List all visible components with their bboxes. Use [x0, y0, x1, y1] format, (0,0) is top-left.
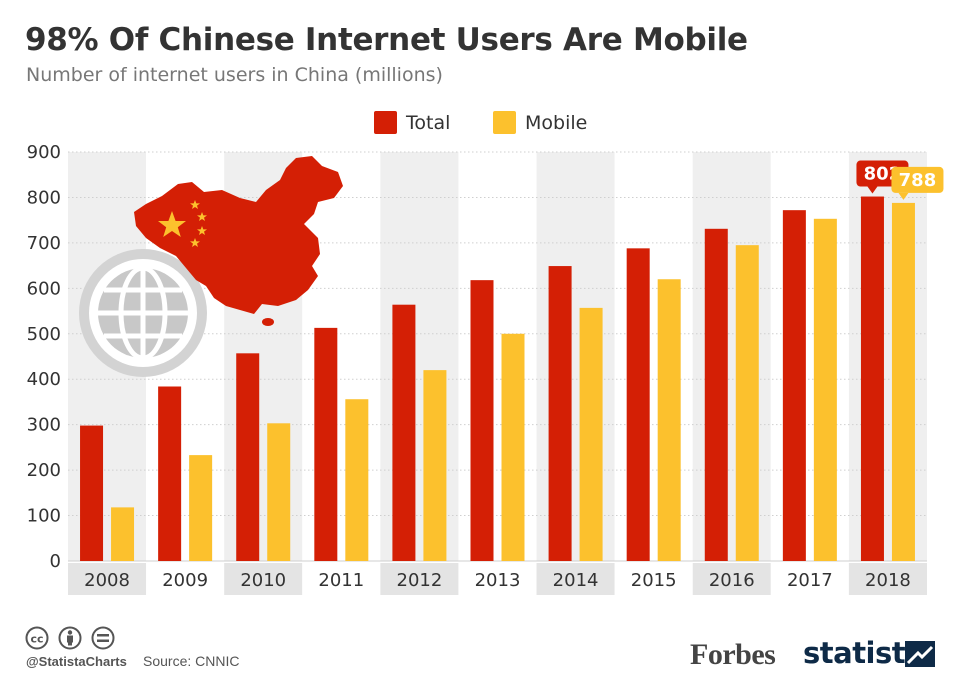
- y-tick-label: 100: [27, 506, 61, 527]
- x-tick-label: 2014: [553, 570, 599, 591]
- bar-mobile-2011: [345, 399, 369, 561]
- category-band: [848, 152, 927, 561]
- x-tick-label: 2009: [162, 570, 208, 591]
- license-icons: cc: [25, 626, 115, 650]
- bar-mobile-2013: [501, 333, 525, 561]
- no-derivatives-icon: [91, 626, 115, 650]
- bar-total-2016: [704, 228, 728, 561]
- x-label-band: [68, 563, 147, 595]
- category-band: [380, 152, 459, 561]
- x-tick-label: 2015: [631, 570, 677, 591]
- y-tick-label: 700: [27, 233, 61, 254]
- cc-icon: cc: [25, 626, 49, 650]
- x-label-band: [458, 563, 537, 595]
- x-axis-labels: 2008 2009 2010 2011 2012 2013 2014 2015 2016 2017…: [84, 570, 911, 591]
- bar-total-2013: [470, 280, 494, 561]
- footer-handle: @StatistaCharts: [26, 654, 127, 669]
- x-label-band: [146, 563, 225, 595]
- bar-total-2012: [392, 304, 416, 561]
- chart-subtitle: Number of internet users in China (milli…: [26, 64, 443, 86]
- callout-value: 788: [899, 170, 937, 191]
- x-label-band: [380, 563, 459, 595]
- y-tick-label: 500: [27, 324, 61, 345]
- callout-box: [891, 166, 944, 193]
- legend: Total Mobile: [374, 111, 587, 134]
- forbes-logo: Forbes: [690, 638, 776, 671]
- bar-total-2011: [314, 327, 338, 561]
- y-tick-label: 300: [27, 415, 61, 436]
- statista-logo-icon: [905, 641, 935, 667]
- x-tick-label: 2016: [709, 570, 755, 591]
- y-tick-label: 600: [27, 278, 61, 299]
- bar-total-2009: [158, 386, 182, 561]
- bar-mobile-2016: [735, 245, 759, 561]
- x-tick-label: 2011: [318, 570, 364, 591]
- bar-mobile-2010: [267, 423, 291, 561]
- legend-swatch-mobile: [493, 111, 516, 134]
- category-band: [770, 152, 849, 561]
- bar-total-2015: [626, 248, 650, 561]
- bar-mobile-2015: [657, 279, 681, 561]
- y-tick-label: 400: [27, 369, 61, 390]
- bar-mobile-2018: [891, 202, 915, 562]
- y-axis-labels: 0 100 200 300 400 500 600 700 800 900: [27, 142, 61, 572]
- x-tick-label: 2008: [84, 570, 130, 591]
- bar-mobile-2017: [813, 218, 837, 561]
- bar-total-2014: [548, 266, 572, 561]
- category-band: [692, 152, 771, 561]
- x-label-band: [614, 563, 693, 595]
- china-map-icon: [134, 156, 343, 326]
- gridlines: [68, 151, 927, 562]
- bar-total-2008: [80, 425, 104, 561]
- bar-total-2017: [782, 210, 806, 561]
- y-tick-label: 200: [27, 460, 61, 481]
- y-tick-label: 0: [50, 551, 61, 572]
- category-band: [614, 152, 693, 561]
- x-tick-label: 2010: [240, 570, 286, 591]
- x-label-band: [536, 563, 615, 595]
- footer-source: Source: CNNIC: [143, 653, 240, 669]
- callout-pointer: [867, 186, 878, 194]
- x-label-band: [692, 563, 771, 595]
- callout-pointer: [898, 192, 909, 200]
- svg-text:cc: cc: [30, 633, 43, 646]
- globe-icon: [79, 249, 207, 377]
- attribution-icon: [58, 626, 82, 650]
- bar-mobile-2014: [579, 307, 603, 561]
- statista-logo: statista: [803, 636, 925, 670]
- bar-total-2018: [860, 196, 884, 561]
- bar-total-2010: [236, 353, 260, 561]
- category-band: [458, 152, 537, 561]
- x-label-band: [770, 563, 849, 595]
- y-tick-label: 900: [27, 142, 61, 163]
- legend-label-mobile: Mobile: [525, 112, 587, 134]
- x-tick-label: 2013: [475, 570, 521, 591]
- x-tick-label: 2017: [787, 570, 833, 591]
- legend-label-total: Total: [405, 112, 450, 134]
- x-label-band: [848, 563, 927, 595]
- x-label-band: [302, 563, 381, 595]
- bar-mobile-2009: [189, 455, 213, 561]
- chart-title: 98% Of Chinese Internet Users Are Mobile: [25, 22, 748, 58]
- bars: [80, 196, 915, 562]
- x-tick-label: 2018: [865, 570, 911, 591]
- bar-mobile-2008: [111, 507, 135, 561]
- legend-swatch-total: [374, 111, 397, 134]
- y-tick-label: 800: [27, 187, 61, 208]
- category-band: [536, 152, 615, 561]
- decoration: [79, 156, 343, 377]
- bar-mobile-2012: [423, 370, 447, 561]
- x-label-band: [224, 563, 303, 595]
- x-tick-label: 2012: [397, 570, 443, 591]
